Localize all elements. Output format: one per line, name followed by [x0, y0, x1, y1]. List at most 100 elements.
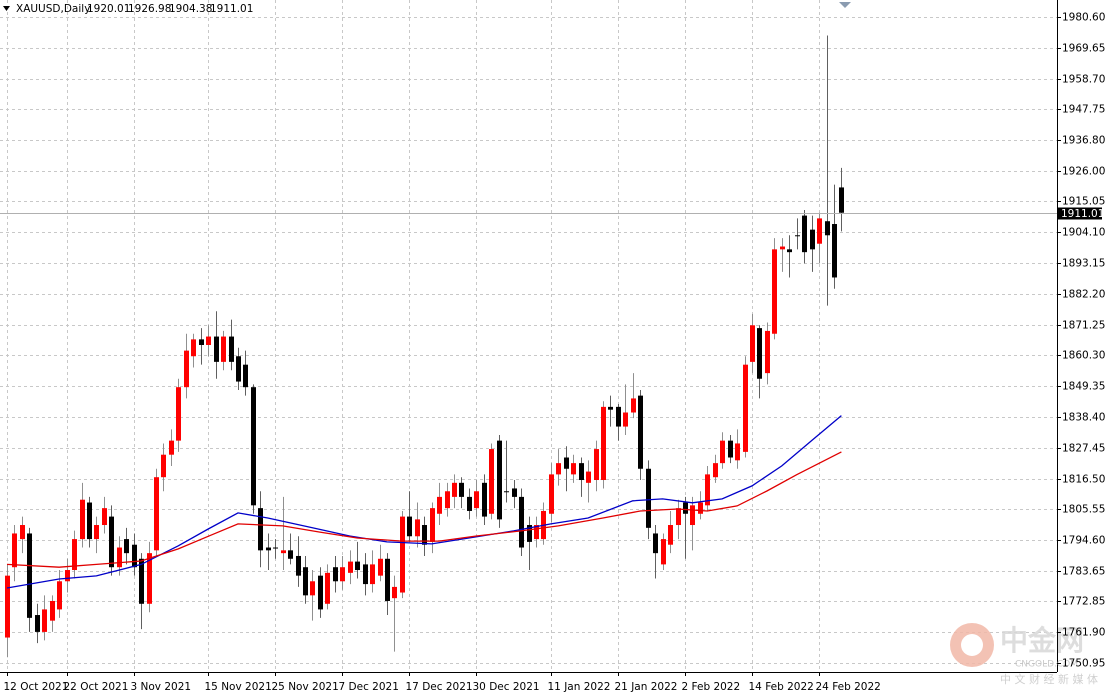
- y-tick-label: 1915.05: [1062, 196, 1105, 208]
- candle-body: [318, 575, 323, 610]
- candle-body: [594, 449, 599, 481]
- candle-body: [825, 221, 830, 236]
- x-tick-label: 22 Oct 2021: [64, 681, 129, 693]
- candle-body: [601, 406, 606, 481]
- candle-body: [459, 482, 464, 497]
- candle-body: [631, 398, 636, 413]
- x-tick-label: 14 Feb 2022: [749, 681, 814, 693]
- candle-body: [392, 586, 397, 599]
- candle-body: [787, 249, 792, 253]
- candle-body: [199, 339, 204, 345]
- candle-body: [42, 609, 47, 632]
- candle-body: [489, 449, 494, 514]
- ohlc-low: 1904.38: [169, 3, 212, 15]
- y-tick-label: 1849.35: [1062, 381, 1105, 393]
- candle-body: [571, 463, 576, 475]
- x-tick-label: 2 Feb 2022: [682, 681, 741, 693]
- y-tick-label: 1772.85: [1062, 596, 1105, 608]
- candle-body: [564, 457, 569, 469]
- candle-body: [713, 463, 718, 478]
- candle-body: [229, 336, 234, 362]
- y-tick-label: 1926.00: [1062, 166, 1105, 178]
- marks: [0, 35, 1057, 658]
- candle-body: [154, 477, 159, 551]
- candle-body: [512, 488, 517, 497]
- candle-body: [661, 539, 666, 565]
- last-price-box: [1058, 207, 1102, 220]
- candle-body: [407, 516, 412, 537]
- candle-body: [646, 468, 651, 528]
- candle-body: [750, 325, 755, 362]
- y-tick-label: 1904.10: [1062, 227, 1105, 239]
- moving-average: [6, 451, 842, 568]
- candle-body: [243, 364, 248, 388]
- candle-body: [519, 496, 524, 548]
- candle-body: [288, 550, 293, 559]
- watermark-tagline: 中 文 财 经 新 媒 体: [1000, 672, 1098, 686]
- y-tick-label: 1958.70: [1062, 74, 1105, 86]
- watermark-logo-inner: [961, 634, 983, 656]
- candle-body: [474, 491, 479, 509]
- candle-body: [579, 463, 584, 481]
- grid: [0, 0, 1057, 672]
- chart-title: XAUUSD,Daily: [16, 3, 90, 15]
- candle-body: [400, 516, 405, 593]
- candle-body: [12, 533, 17, 568]
- candle-body: [482, 482, 487, 517]
- candle-body: [273, 547, 278, 549]
- moving-average: [6, 415, 842, 589]
- last-price-label: 1911.01: [1061, 208, 1104, 220]
- candle-body: [698, 502, 703, 514]
- candle-body: [623, 412, 628, 427]
- x-tick-label: 25 Nov 2021: [272, 681, 339, 693]
- candle-body: [802, 215, 807, 253]
- shift-marker[interactable]: [839, 2, 851, 8]
- candle-body: [124, 539, 129, 554]
- candle-body: [27, 533, 32, 618]
- candle-body: [720, 440, 725, 464]
- candle-body: [109, 516, 114, 568]
- candle-body: [65, 570, 70, 582]
- candle-body: [363, 564, 368, 585]
- candle-body: [832, 224, 837, 278]
- candle-body: [452, 482, 457, 497]
- candle-body: [683, 502, 688, 514]
- candle-body: [333, 567, 338, 582]
- candle-body: [147, 553, 152, 604]
- candle-body: [236, 356, 241, 382]
- candle-body: [35, 615, 40, 632]
- candle-body: [50, 600, 55, 621]
- y-tick-label: 1871.25: [1062, 320, 1105, 332]
- y-tick-label: 1750.95: [1062, 658, 1105, 670]
- candle-body: [735, 443, 740, 461]
- candle-body: [556, 463, 561, 475]
- candle-body: [728, 440, 733, 458]
- candle-body: [5, 575, 10, 638]
- candle-body: [378, 558, 383, 576]
- candle-body: [780, 246, 785, 250]
- candle-body: [616, 406, 621, 427]
- candle-body: [184, 350, 189, 388]
- candle-body: [340, 567, 345, 582]
- candle-body: [221, 336, 226, 362]
- candle-body: [810, 229, 815, 250]
- candle-body: [355, 561, 360, 571]
- candle-body: [132, 544, 137, 568]
- menu-arrow[interactable]: [3, 6, 10, 11]
- candle-body: [765, 330, 770, 374]
- y-tick-label: 1783.65: [1062, 566, 1105, 578]
- y-tick-label: 1827.45: [1062, 443, 1105, 455]
- candle-body: [437, 496, 442, 514]
- y-tick-label: 1761.90: [1062, 627, 1105, 639]
- candle-body: [20, 525, 25, 540]
- y-tick-label: 1980.60: [1062, 12, 1105, 24]
- candle-body: [705, 474, 710, 506]
- candle-body: [757, 328, 762, 379]
- y-tick-label: 1860.30: [1062, 350, 1105, 362]
- candle-body: [87, 502, 92, 540]
- candle-body: [839, 187, 844, 213]
- y-tick-label: 1805.55: [1062, 504, 1105, 516]
- candle-body: [251, 387, 256, 506]
- candle-body: [668, 525, 673, 545]
